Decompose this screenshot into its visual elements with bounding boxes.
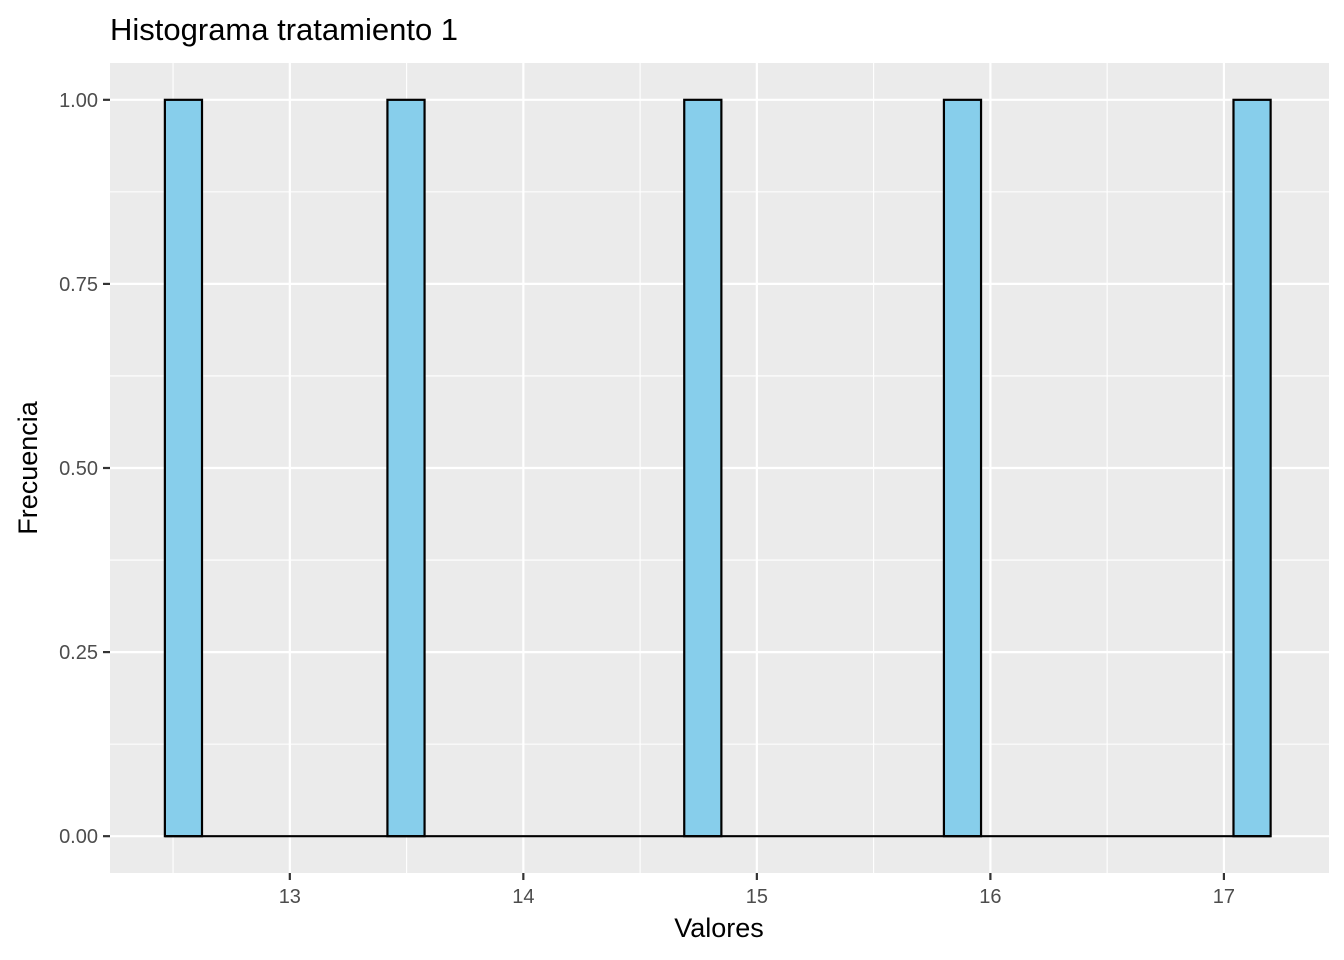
x-tick-label: 13 (279, 886, 301, 908)
y-axis-title: Frecuencia (13, 400, 43, 535)
x-axis: 13 14 15 16 17 (279, 873, 1235, 908)
histogram-bar (386, 98, 426, 838)
histogram-bar (163, 98, 204, 838)
y-tick-label: 0.00 (59, 826, 98, 848)
bars-group (163, 98, 1272, 838)
y-axis: 0.00 0.25 0.50 0.75 1.00 (59, 90, 110, 848)
y-tick-label: 0.50 (59, 458, 98, 480)
x-tick-label: 15 (746, 886, 768, 908)
x-axis-title: Valores (674, 913, 764, 943)
histogram-bar (1232, 98, 1272, 838)
x-tick-label: 17 (1213, 886, 1235, 908)
histogram-bar (942, 98, 983, 838)
y-tick-label: 1.00 (59, 90, 98, 112)
x-tick-label: 14 (512, 886, 534, 908)
y-tick-label: 0.25 (59, 642, 98, 664)
chart-title: Histograma tratamiento 1 (110, 12, 458, 47)
y-tick-label: 0.75 (59, 274, 98, 296)
x-tick-label: 16 (979, 886, 1001, 908)
histogram-bar (683, 98, 723, 838)
